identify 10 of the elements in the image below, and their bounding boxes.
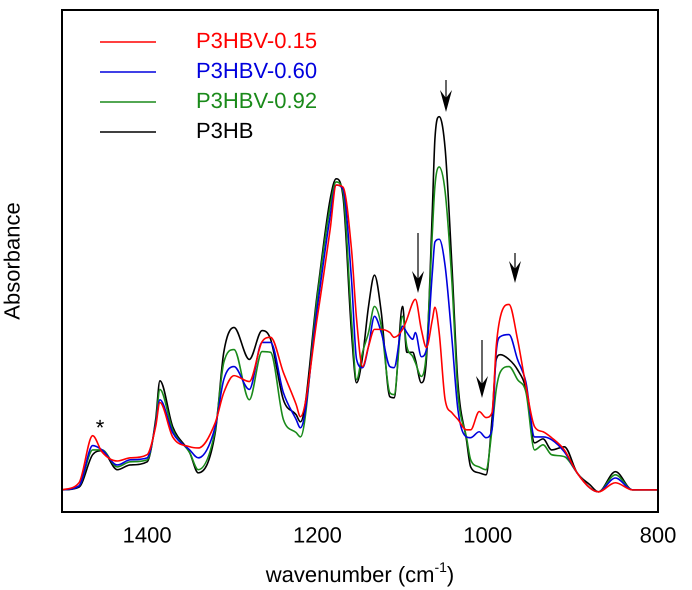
- legend-label: P3HB: [196, 118, 254, 144]
- legend-label: P3HBV-0.60: [196, 58, 318, 84]
- x-tick-label: 1200: [292, 522, 342, 548]
- x-tick-label: 1400: [122, 522, 172, 548]
- annotation: *: [96, 415, 105, 440]
- legend-label: P3HBV-0.15: [196, 28, 318, 54]
- legend-label: P3HBV-0.92: [196, 88, 318, 114]
- x-tick-label: 800: [640, 522, 676, 548]
- y-axis-title: Absorbance: [0, 202, 24, 320]
- x-tick-label: 1000: [463, 522, 512, 548]
